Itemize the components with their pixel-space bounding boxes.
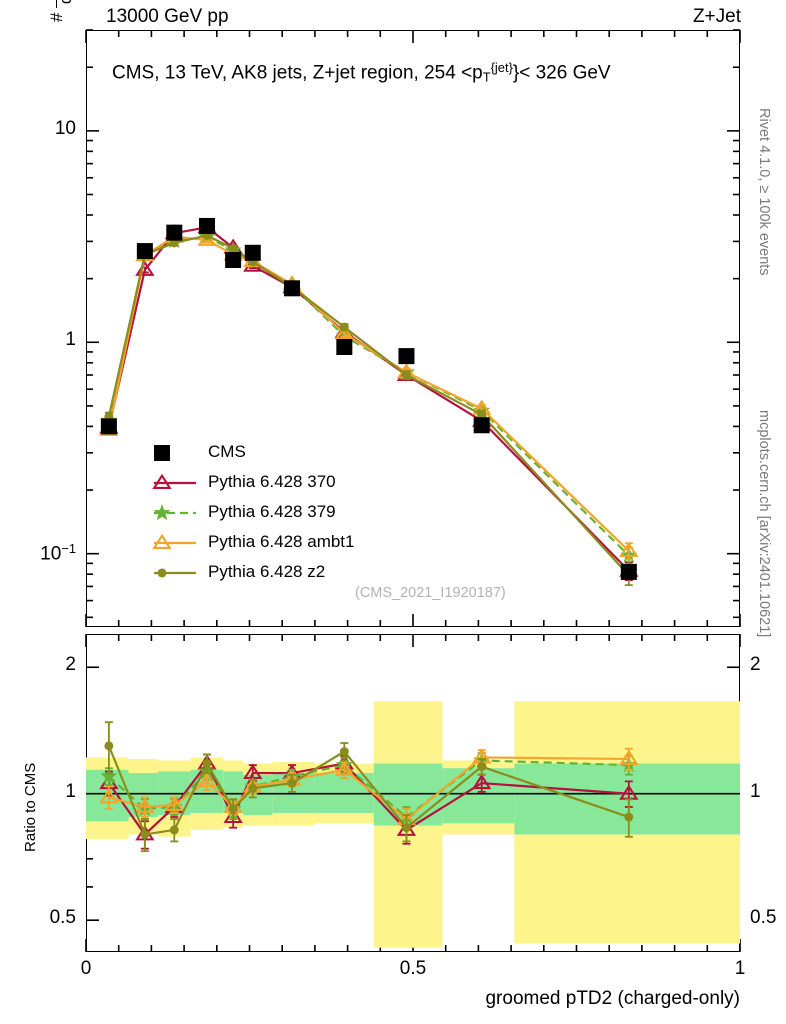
xtick-1: 1	[734, 958, 746, 979]
main-ytick-1: 1	[65, 329, 76, 351]
legend-item-label: Pythia 6.428 ambt1	[208, 532, 355, 551]
ratio-ytick-1-left: 1	[65, 780, 76, 802]
ylabel-hash-1: #	[47, 12, 67, 22]
legend-marker-open-triangle-icon	[152, 528, 198, 558]
main-ytick-0p1: 10−1	[40, 540, 76, 565]
xaxis-title: groomed pTD2 (charged-only)	[485, 988, 740, 1009]
title-sup: {jet}	[490, 60, 513, 75]
legend-marker-filled-square-icon	[152, 438, 198, 468]
ratio-ylabel: Ratio to CMS	[22, 762, 39, 852]
mcplots-source-caption: mcplots.cern.ch [arXiv:2401.10621]	[756, 410, 772, 638]
header-process-label: Z+Jet	[692, 6, 741, 27]
ratio-ytick-1-right: 1	[750, 780, 761, 802]
ratio-ytick-0p5-left: 0.5	[49, 907, 76, 929]
ratio-ytick-2-left: 2	[65, 654, 76, 676]
xtick-0: 0	[80, 958, 92, 979]
main-ylabel: # 1 d N / d pT # d2N d pT d λ	[0, 0, 78, 318]
ratio-ytick-2-right: 2	[750, 654, 761, 676]
legend-marker-star-icon	[152, 498, 198, 528]
legend-item-label: Pythia 6.428 z2	[208, 562, 326, 581]
ylabel-num-1: 1	[38, 0, 56, 8]
title-tail: }< 326 GeV	[512, 62, 611, 84]
main-plot-title: CMS, 13 TeV, AK8 jets, Z+jet region, 254…	[112, 60, 611, 85]
ylabel-den-1: d N / d pT	[56, 0, 78, 9]
legend-marker-small-dot-icon	[152, 558, 198, 588]
legend-item-label: Pythia 6.428 379	[208, 502, 336, 521]
legend-marker-open-triangle-icon	[152, 468, 198, 498]
title-sub: T	[482, 69, 491, 85]
rivet-version-caption: Rivet 4.1.0, ≥ 100k events	[756, 108, 772, 276]
legend-item-label: Pythia 6.428 370	[208, 472, 336, 491]
header-beam-label: 13000 GeV pp	[106, 6, 229, 27]
main-ytick-10: 10	[54, 117, 76, 139]
ylabel-fraction-1: 1 d N / d pT	[38, 0, 78, 9]
xtick-0p5: 0.5	[399, 958, 427, 979]
ratio-ytick-0p5-right: 0.5	[750, 907, 777, 929]
legend-item-label: CMS	[208, 442, 246, 461]
analysis-id-watermark: (CMS_2021_I1920187)	[355, 585, 506, 601]
title-text: CMS, 13 TeV, AK8 jets, Z+jet region, 254…	[112, 62, 483, 84]
ratio-plot-frame	[86, 634, 740, 952]
